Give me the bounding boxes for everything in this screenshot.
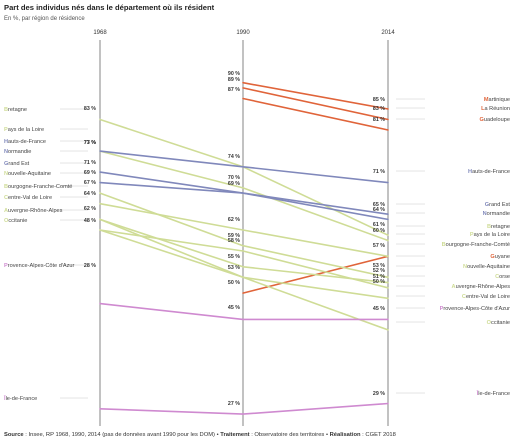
value-1968: 67 % (84, 180, 96, 186)
value-1968: 71 % (84, 160, 96, 166)
chart-subtitle: En %, par région de résidence (4, 16, 85, 22)
chart-title: Part des individus nés dans le départeme… (4, 3, 215, 12)
label-2014-nouvelle-aquitaine: Nouvelle-Aquitaine (463, 264, 510, 270)
value-1968: 62 % (84, 206, 96, 212)
label-1968-centre-val-de-loire: Centre-Val de Loire (4, 195, 52, 201)
label-1968-normandie: Normandie (4, 149, 31, 155)
label-2014-bretagne: Bretagne (487, 224, 510, 230)
axes: 1968 1990 2014 (93, 30, 395, 426)
traitement-label: Traitement (220, 432, 249, 438)
value-1990: 55 % (228, 254, 240, 260)
series-line-ile-de-france (99, 402, 389, 415)
value-1968: 64 % (84, 191, 96, 197)
value-1968: 73 % (84, 140, 96, 146)
source-note: Source : Insee, RP 1968, 1990, 2014 (pas… (4, 432, 396, 438)
label-2014-bourgogne-franche-comte: Bourgogne-Franche-Comté (442, 242, 510, 248)
value-2014: 29 % (373, 391, 385, 397)
label-2014-guadeloupe: Guadeloupe (480, 117, 511, 123)
label-2014-provence-alpes-cote-d-azur: Provence-Alpes-Côte d'Azur (440, 306, 511, 312)
series-line-la-reunion (242, 87, 389, 121)
value-1990: 58 % (228, 238, 240, 244)
value-1990: 59 % (228, 233, 240, 239)
value-2014: 65 % (373, 202, 385, 208)
traitement-text: : Observatoire des territoires • (251, 432, 329, 438)
value-2014: 57 % (373, 243, 385, 249)
label-2014-hauts-de-france: Hauts-de-France (468, 169, 510, 175)
label-1968-bourgogne-franche-comte: Bourgogne-Franche-Comté (4, 184, 72, 190)
data-labels: Bretagne Pays de la Loire Hauts-de-France N… (3, 71, 510, 407)
series-line-occitanie (99, 229, 389, 331)
label-2014-ile-de-france: Île-de-France (476, 389, 510, 397)
value-1968: 28 % (84, 263, 96, 269)
label-1968-pays-de-la-loire: Pays de la Loire (4, 127, 44, 133)
realisation-label: Réalisation (330, 432, 361, 438)
value-1990: 62 % (228, 217, 240, 223)
value-1990: 53 % (228, 265, 240, 271)
value-1990: 69 % (228, 181, 240, 187)
value-2014: 51 % (373, 274, 385, 280)
value-1968: 69 % (84, 170, 96, 176)
value-1990: 27 % (228, 401, 240, 407)
value-2014: 71 % (373, 169, 385, 175)
series-line-martinique (242, 81, 389, 110)
label-2014-occitanie: Occitanie (487, 320, 510, 326)
value-2014: 52 % (373, 268, 385, 274)
label-1968-ile-de-france: Île-de-France (3, 394, 37, 402)
label-2014-centre-val-de-loire: Centre-Val de Loire (462, 294, 510, 300)
value-2014: 45 % (373, 306, 385, 312)
label-2014-pays-de-la-loire: Pays de la Loire (470, 232, 510, 238)
series-line-provence-alpes-cote-d-azur (99, 302, 389, 321)
leader-lines (60, 98, 425, 399)
source-text: : Insee, RP 1968, 1990, 2014 (pas de don… (25, 432, 220, 438)
series-line-hauts-de-france (99, 150, 389, 184)
label-2014-normandie: Normandie (483, 211, 510, 217)
series-line-grand-est (99, 181, 389, 215)
series-line-corse (99, 218, 389, 284)
label-2014-la-reunion: La Réunion (481, 106, 510, 112)
year-label-1968: 1968 (93, 30, 107, 36)
series-line-pays-de-la-loire (99, 150, 389, 242)
value-1990: 89 % (228, 77, 240, 83)
label-1968-auvergne-rhone-alpes: Auvergne-Rhône-Alpes (4, 208, 63, 214)
label-1968-nouvelle-aquitaine: Nouvelle-Aquitaine (4, 171, 51, 177)
series-lines (99, 81, 389, 415)
value-1990: 45 % (228, 305, 240, 311)
value-1990: 87 % (228, 87, 240, 93)
year-label-1990: 1990 (236, 30, 250, 36)
label-2014-auvergne-rhone-alpes: Auvergne-Rhône-Alpes (452, 284, 511, 290)
value-1990: 70 % (228, 175, 240, 181)
value-2014: 81 % (373, 117, 385, 123)
value-2014: 61 % (373, 222, 385, 228)
value-1990: 90 % (228, 71, 240, 77)
value-2014: 85 % (373, 97, 385, 103)
value-1968: 48 % (84, 218, 96, 224)
label-1968-occitanie: Occitanie (4, 218, 27, 224)
value-2014: 53 % (373, 263, 385, 269)
year-label-2014: 2014 (381, 30, 395, 36)
label-1968-grand-est: Grand Est (4, 161, 30, 167)
label-2014-martinique: Martinique (484, 97, 510, 103)
value-1990: 74 % (228, 154, 240, 160)
series-line-centre-val-de-loire (99, 218, 389, 300)
label-1968-bretagne: Bretagne (4, 107, 27, 113)
value-1990: 50 % (228, 280, 240, 286)
value-1968: 83 % (84, 106, 96, 112)
series-line-auvergne-rhone-alpes (99, 229, 389, 289)
series-line-nouvelle-aquitaine (99, 192, 389, 279)
label-1968-hauts-de-france: Hauts-de-France (4, 139, 46, 145)
label-2014-guyane: Guyane (490, 254, 510, 260)
label-1968-provence-alpes-cote-d-azur: Provence-Alpes-Côte d'Azur (4, 263, 75, 269)
value-2014: 60 % (373, 228, 385, 234)
realisation-text: : CGET 2018 (362, 432, 396, 438)
value-2014: 64 % (373, 207, 385, 213)
series-line-bourgogne-franche-comte (99, 202, 389, 258)
value-2014: 83 % (373, 106, 385, 112)
label-2014-corse: Corse (495, 274, 510, 280)
value-2014: 50 % (373, 279, 385, 285)
label-2014-grand-est: Grand Est (485, 202, 511, 208)
source-label: Source (4, 432, 24, 438)
series-line-guadeloupe (242, 97, 389, 131)
value-1968: 77 % (84, 140, 96, 146)
